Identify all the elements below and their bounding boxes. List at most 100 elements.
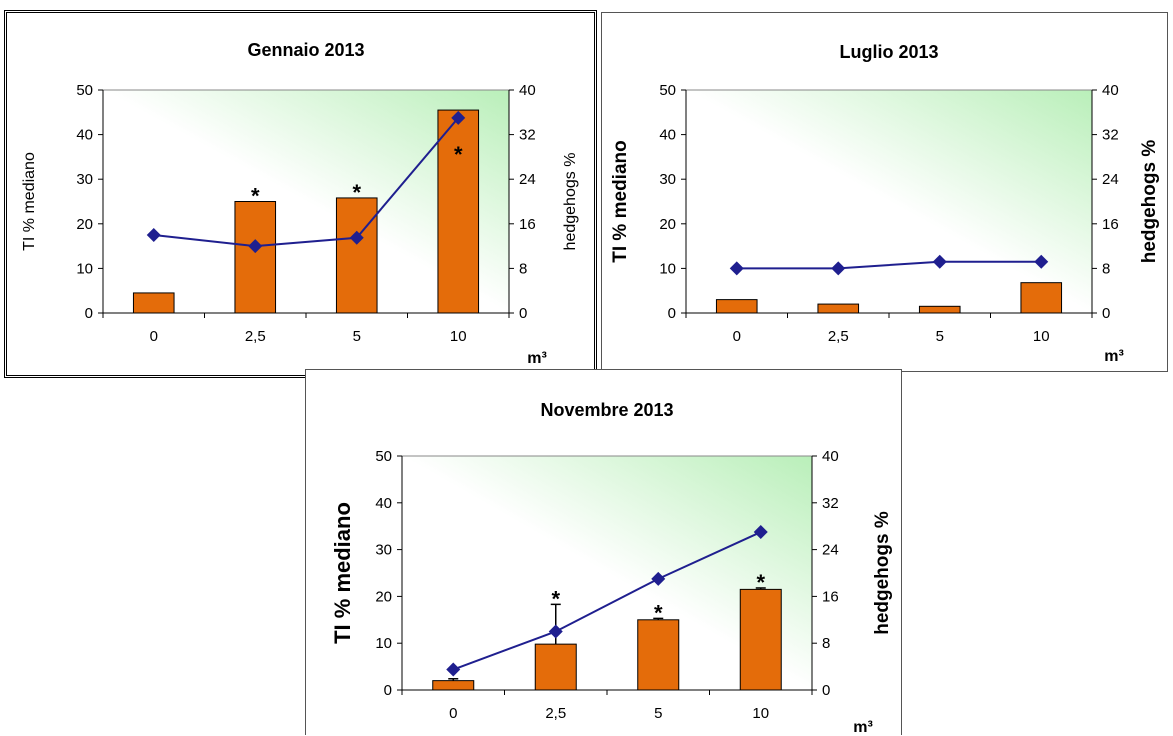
y-axis-title: TI % mediano bbox=[610, 140, 631, 262]
bar bbox=[132, 292, 175, 314]
bar bbox=[739, 588, 782, 691]
y2-tick-label: 16 bbox=[822, 588, 839, 605]
x-tick-label: 0 bbox=[449, 705, 457, 722]
chart-panel-novembre: Novembre 2013 0 10 20 30 40 50 0 8 16 24 32 40 0 2,5 5 1… bbox=[305, 369, 902, 736]
chart-gennaio-svg: Gennaio 2013 0 10 20 30 40 50 0 8 16 24 32 40 0 2,5 5 10… bbox=[21, 40, 579, 367]
x-tick-label: 2,5 bbox=[828, 328, 849, 345]
x-tick-label: 5 bbox=[353, 328, 361, 345]
y2-tick-label: 0 bbox=[1102, 305, 1110, 322]
bar bbox=[437, 109, 480, 314]
chart-luglio-svg: Luglio 2013 0 10 20 30 40 50 0 8 16 24 32 40 0 2,5 5 10 T… bbox=[610, 42, 1160, 365]
line-point bbox=[146, 227, 161, 242]
y2-tick-label: 0 bbox=[822, 682, 830, 699]
x-tick-label: 10 bbox=[450, 328, 467, 345]
chart-panel-luglio: Luglio 2013 0 10 20 30 40 50 0 8 16 24 32 40 0 2,5 5 10 T… bbox=[601, 12, 1168, 372]
significance-marker: * bbox=[454, 142, 463, 167]
y-tick-label: 20 bbox=[375, 588, 392, 605]
y2-tick-label: 24 bbox=[1102, 171, 1119, 188]
line-point bbox=[729, 261, 744, 276]
bar bbox=[715, 299, 758, 314]
bar bbox=[432, 680, 475, 691]
y-tick-label: 40 bbox=[659, 127, 676, 144]
y2-tick-label: 16 bbox=[519, 216, 536, 233]
chart-title: Luglio 2013 bbox=[839, 42, 938, 62]
significance-marker: * bbox=[756, 570, 765, 595]
y-tick-label: 50 bbox=[76, 82, 93, 99]
hedgehogs-line bbox=[736, 260, 1042, 270]
bar bbox=[234, 201, 277, 314]
y-tick-label: 30 bbox=[76, 171, 93, 188]
y-tick-label: 50 bbox=[375, 448, 392, 465]
y-tick-label: 20 bbox=[659, 216, 676, 233]
line-point bbox=[651, 571, 666, 586]
y2-axis-title: hedgehogs % bbox=[1139, 140, 1160, 264]
x-axis-unit: m³ bbox=[1104, 348, 1124, 365]
bar bbox=[637, 619, 680, 691]
x-axis-unit: m³ bbox=[853, 719, 873, 736]
line-point bbox=[248, 239, 263, 254]
chart-title: Novembre 2013 bbox=[540, 400, 673, 420]
x-tick-label: 2,5 bbox=[545, 705, 566, 722]
y2-tick-label: 32 bbox=[1102, 127, 1119, 144]
bar bbox=[335, 197, 378, 314]
y2-tick-label: 8 bbox=[1102, 260, 1110, 277]
y2-tick-label: 40 bbox=[519, 82, 536, 99]
y-tick-label: 30 bbox=[375, 542, 392, 559]
bar bbox=[534, 643, 577, 691]
line-point bbox=[451, 110, 466, 125]
y-tick-label: 10 bbox=[375, 635, 392, 652]
x-tick-label: 2,5 bbox=[245, 328, 266, 345]
x-tick-label: 5 bbox=[936, 328, 944, 345]
bar bbox=[1020, 282, 1063, 314]
y-tick-label: 50 bbox=[659, 82, 676, 99]
x-tick-label: 10 bbox=[1033, 328, 1050, 345]
line-point bbox=[349, 230, 364, 245]
y2-axis-title: hedgehogs % bbox=[562, 153, 579, 251]
y-tick-label: 20 bbox=[76, 216, 93, 233]
chart-novembre-svg: Novembre 2013 0 10 20 30 40 50 0 8 16 24 32 40 0 2,5 5 1… bbox=[330, 400, 893, 736]
chart-panel-gennaio: Gennaio 2013 0 10 20 30 40 50 0 8 16 24 32 40 0 2,5 5 10… bbox=[4, 10, 597, 378]
hedgehogs-line bbox=[452, 531, 762, 671]
plot-area bbox=[685, 89, 1093, 314]
x-tick-label: 0 bbox=[733, 328, 741, 345]
y-tick-label: 0 bbox=[668, 305, 676, 322]
line-point bbox=[753, 525, 768, 540]
chart-title: Gennaio 2013 bbox=[247, 40, 364, 60]
x-tick-label: 5 bbox=[654, 705, 662, 722]
bar bbox=[817, 303, 860, 314]
significance-marker: * bbox=[551, 586, 560, 611]
y2-tick-label: 32 bbox=[822, 495, 839, 512]
y-tick-label: 0 bbox=[85, 305, 93, 322]
y2-tick-label: 24 bbox=[822, 542, 839, 559]
y-axis-title: TI % mediano bbox=[330, 502, 355, 644]
y-tick-label: 0 bbox=[384, 682, 392, 699]
y2-tick-label: 8 bbox=[822, 635, 830, 652]
y2-tick-label: 24 bbox=[519, 171, 536, 188]
y2-tick-label: 32 bbox=[519, 127, 536, 144]
x-tick-label: 10 bbox=[752, 705, 769, 722]
x-axis-unit: m³ bbox=[527, 350, 547, 367]
y-tick-label: 30 bbox=[659, 171, 676, 188]
y2-axis-title: hedgehogs % bbox=[872, 511, 893, 635]
line-point bbox=[932, 254, 947, 269]
bar bbox=[918, 305, 961, 314]
y-tick-label: 10 bbox=[76, 260, 93, 277]
y2-tick-label: 0 bbox=[519, 305, 527, 322]
x-tick-label: 0 bbox=[150, 328, 158, 345]
y-tick-label: 40 bbox=[76, 127, 93, 144]
y2-tick-label: 16 bbox=[1102, 216, 1119, 233]
y-tick-label: 40 bbox=[375, 495, 392, 512]
significance-marker: * bbox=[352, 180, 361, 205]
hedgehogs-line bbox=[153, 117, 460, 248]
y-axis-title: TI % mediano bbox=[21, 152, 38, 251]
line-point bbox=[1034, 254, 1049, 269]
significance-marker: * bbox=[251, 184, 260, 209]
y2-tick-label: 40 bbox=[1102, 82, 1119, 99]
y2-tick-label: 8 bbox=[519, 260, 527, 277]
y-tick-label: 10 bbox=[659, 260, 676, 277]
line-point bbox=[831, 261, 846, 276]
significance-marker: * bbox=[654, 600, 663, 625]
y2-tick-label: 40 bbox=[822, 448, 839, 465]
line-point bbox=[548, 624, 563, 639]
line-point bbox=[446, 662, 461, 677]
